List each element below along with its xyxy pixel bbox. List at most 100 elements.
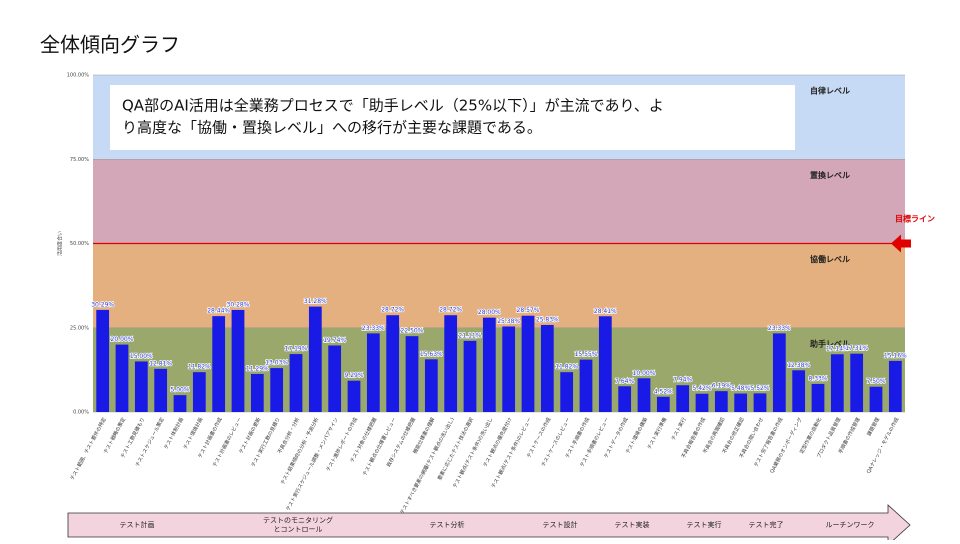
- value-label: 30.28%: [227, 301, 250, 308]
- value-label: 10.00%: [633, 370, 656, 377]
- value-label: 17.31%: [845, 345, 868, 352]
- value-label: 8.33%: [808, 375, 827, 382]
- bar: [154, 368, 168, 412]
- bar: [656, 396, 670, 412]
- value-label: 12.38%: [787, 362, 810, 369]
- bar: [850, 353, 864, 412]
- value-label: 25.38%: [497, 318, 520, 325]
- bar: [328, 345, 342, 412]
- phase-label: テストのモニタリングとコントロール: [263, 516, 333, 534]
- value-label: 7.64%: [615, 378, 634, 385]
- value-label: 5.52%: [750, 385, 769, 392]
- value-label: 23.33%: [768, 325, 791, 332]
- band-label: 協働レベル: [810, 254, 850, 264]
- value-label: 28.41%: [594, 308, 617, 315]
- value-label: 15.00%: [130, 353, 153, 360]
- value-label: 23.33%: [362, 325, 385, 332]
- bar: [192, 372, 206, 412]
- bar: [676, 385, 690, 412]
- bar: [405, 336, 419, 412]
- y-tick-label: 50.00%: [70, 241, 89, 247]
- x-tick-label: テスト範囲、テスト要件の特定: [69, 416, 108, 481]
- bar: [734, 393, 748, 412]
- value-label: 19.74%: [323, 337, 346, 344]
- phase-label: ルーチンワーク: [826, 521, 875, 529]
- bar: [96, 309, 110, 412]
- value-label: 9.29%: [344, 372, 363, 379]
- phase-label: テスト設計: [543, 520, 578, 529]
- x-tick-label: テスト観点(テスト条件)のレビュー: [490, 416, 533, 489]
- bar: [482, 317, 496, 412]
- bar: [772, 333, 786, 412]
- bar: [289, 354, 303, 412]
- value-label: 13.03%: [265, 360, 288, 367]
- phase-label: テスト分析: [430, 520, 465, 529]
- note-text: QA部のAI活用は全業務プロセスで「助手レベル（25%以下）」が主流であり、よ: [122, 97, 664, 115]
- value-label: 30.29%: [91, 301, 114, 308]
- value-label: 7.50%: [866, 378, 885, 385]
- bar: [753, 393, 767, 412]
- bar: [270, 368, 284, 412]
- bar: [830, 354, 844, 412]
- bar: [637, 378, 651, 412]
- target-arrow: [891, 234, 911, 253]
- y-tick-label: 75.00%: [70, 157, 89, 163]
- value-label: 5.48%: [731, 385, 750, 392]
- phase-arrow: [67, 504, 911, 544]
- phase-label: テスト実行: [687, 520, 722, 529]
- band-label: 自律レベル: [810, 86, 850, 96]
- bar: [347, 380, 361, 412]
- bar: [134, 361, 148, 412]
- bar: [424, 359, 438, 412]
- value-label: 6.19%: [712, 383, 731, 390]
- bar: [560, 372, 574, 412]
- x-tick-label: テスト結果傾向の分析・予測分析: [279, 416, 320, 486]
- bar: [115, 344, 129, 412]
- x-tick-label: テスト実行準備: [646, 416, 669, 450]
- bar: [521, 315, 535, 412]
- bar: [502, 326, 516, 412]
- value-label: 28.72%: [381, 307, 404, 314]
- value-label: 20.00%: [111, 336, 134, 343]
- value-label: 28.57%: [517, 307, 540, 314]
- x-tick-label: 課題管理: [866, 416, 882, 437]
- value-label: 15.63%: [420, 351, 443, 358]
- value-label: 28.44%: [207, 308, 230, 315]
- x-tick-label: テスト観点の仕様書レビュー: [361, 416, 398, 477]
- band-label: 置換レベル: [810, 170, 850, 180]
- value-label: 28.00%: [478, 309, 501, 316]
- target-label: 目標ライン: [895, 214, 935, 224]
- x-tick-label: 要素に応じたテスト技法の選択: [436, 416, 475, 481]
- note-text: り高度な「協働・置換レベル」への移行が主要な課題である。: [122, 119, 542, 137]
- value-label: 5.00%: [170, 387, 189, 394]
- x-tick-label: テスト体制計画: [162, 416, 185, 450]
- bar: [366, 333, 380, 412]
- value-label: 15.55%: [575, 351, 598, 358]
- value-label: 28.72%: [439, 307, 462, 314]
- bar: [231, 309, 245, 412]
- x-tick-label: テスト観点(テスト条件)の洗い出し: [451, 416, 494, 489]
- bar: [540, 324, 554, 412]
- value-label: 5.42%: [692, 385, 711, 392]
- bar: [463, 340, 477, 412]
- bar: [888, 360, 902, 412]
- bar: [695, 393, 709, 412]
- value-label: 4.52%: [654, 388, 673, 395]
- bar: [869, 386, 883, 412]
- bar: [308, 306, 322, 412]
- value-label: 11.29%: [246, 365, 269, 372]
- value-label: 7.94%: [673, 377, 692, 384]
- bar: [714, 391, 728, 412]
- value-label: 21.11%: [459, 332, 482, 339]
- value-label: 15.16%: [884, 352, 907, 359]
- y-tick-label: 100.00%: [67, 73, 89, 79]
- value-label: 25.83%: [536, 316, 559, 323]
- y-tick-label: 25.00%: [70, 325, 89, 331]
- bar: [444, 315, 458, 412]
- band-label: 助手レベル: [810, 338, 850, 348]
- x-tick-label: テスト環境計画: [182, 416, 205, 450]
- value-label: 12.81%: [149, 360, 172, 367]
- phase-label: テスト実装: [615, 520, 650, 529]
- bar: [173, 395, 187, 412]
- y-tick-label: 0.00%: [73, 410, 89, 416]
